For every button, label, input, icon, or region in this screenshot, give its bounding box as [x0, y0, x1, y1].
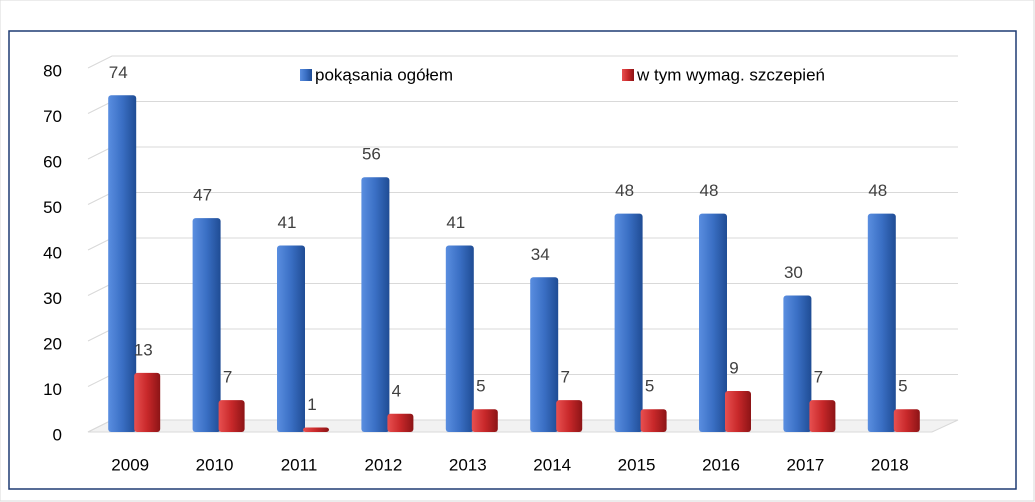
x-tick-label: 2010: [196, 455, 234, 474]
data-label: 4: [392, 381, 401, 400]
x-tick-label: 2014: [533, 455, 571, 474]
data-label: 41: [446, 213, 465, 232]
x-tick-label: 2009: [111, 455, 149, 474]
y-tick-label: 60: [43, 152, 62, 171]
x-tick-label: 2013: [449, 455, 487, 474]
data-label: 13: [134, 340, 153, 359]
data-label: 9: [729, 359, 738, 378]
bar: [783, 295, 812, 432]
y-tick-label: 30: [43, 289, 62, 308]
grid-line: [87, 55, 958, 69]
data-label: 5: [645, 377, 654, 396]
bar: [387, 413, 414, 432]
bar: [218, 400, 245, 432]
bar: [867, 213, 896, 432]
bar: [614, 213, 643, 432]
y-tick-label: 40: [43, 243, 62, 262]
bar: [893, 409, 920, 432]
data-label: 7: [560, 368, 569, 387]
data-label: 41: [278, 213, 297, 232]
bar: [445, 245, 474, 432]
x-tick-label: 2017: [786, 455, 824, 474]
y-tick-label: 20: [43, 334, 62, 353]
bar: [277, 245, 305, 432]
data-label: 7: [814, 368, 823, 387]
legend-swatch: [622, 69, 634, 81]
data-label: 30: [784, 263, 803, 282]
x-tick-label: 2015: [618, 455, 656, 474]
bar: [192, 218, 221, 432]
data-label: 7: [223, 368, 232, 387]
data-label: 48: [700, 181, 719, 200]
bar: [809, 400, 836, 432]
data-label: 5: [898, 377, 907, 396]
data-label: 48: [868, 181, 887, 200]
y-tick-label: 80: [43, 61, 62, 80]
bar: [556, 400, 583, 432]
y-tick-label: 70: [43, 107, 62, 126]
chart-frame: [8, 30, 1017, 490]
bar: [471, 409, 498, 432]
bar: [530, 277, 559, 432]
bar: [108, 95, 137, 433]
legend-label: w tym wymag. szczepień: [636, 65, 825, 84]
bar: [725, 391, 751, 432]
x-tick-label: 2011: [281, 455, 318, 474]
data-label: 48: [615, 181, 634, 200]
bar: [640, 409, 667, 432]
x-tick-label: 2012: [364, 455, 402, 474]
bar: [361, 177, 390, 432]
data-label: 47: [193, 186, 212, 205]
data-label: 5: [476, 377, 485, 396]
y-tick-label: 0: [53, 425, 62, 444]
bar: [699, 213, 727, 432]
data-label: 1: [307, 395, 316, 414]
bar: [134, 372, 161, 432]
legend-swatch: [300, 69, 312, 81]
data-label: 34: [531, 245, 550, 264]
data-label: 56: [362, 145, 381, 164]
data-label: 74: [109, 63, 128, 82]
x-tick-label: 2016: [702, 455, 740, 474]
x-tick-label: 2018: [871, 455, 909, 474]
bar: [303, 427, 329, 432]
y-tick-label: 10: [43, 380, 62, 399]
y-tick-label: 50: [43, 198, 62, 217]
legend-label: pokąsania ogółem: [315, 65, 453, 84]
